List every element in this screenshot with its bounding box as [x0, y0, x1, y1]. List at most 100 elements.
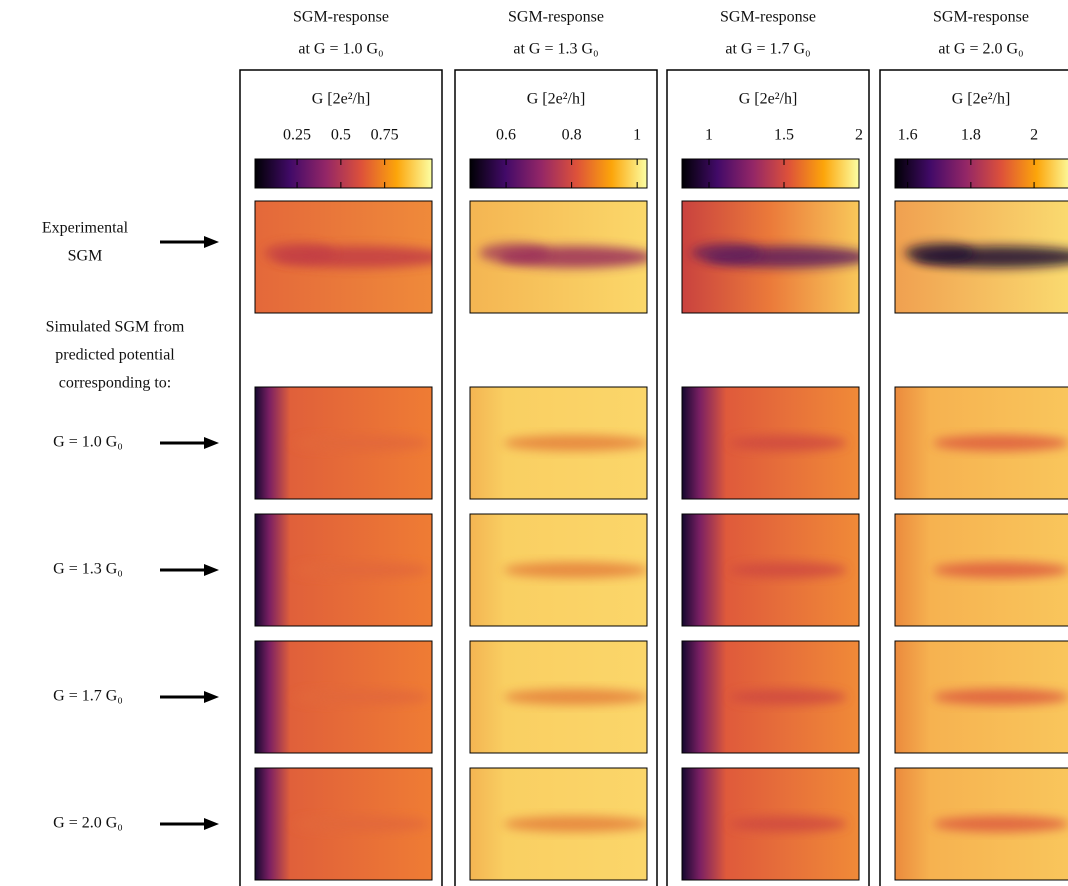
arrow-head [204, 437, 219, 449]
heatmap-frame [254, 200, 433, 314]
heatmap-frame [469, 513, 648, 627]
colorbar [254, 158, 433, 189]
colorbar-tick-label: 0.75 [371, 127, 399, 144]
row-header: Simulated SGM from [46, 319, 185, 336]
heatmap-frame [681, 200, 860, 314]
row-label: G = 1.7 G₀ [53, 688, 123, 705]
heatmap-band [729, 562, 847, 578]
column-title: SGM-response [293, 9, 389, 26]
colorbar [894, 158, 1068, 189]
heatmap-panel [895, 201, 1068, 313]
heatmap-panel [895, 514, 1068, 626]
colorbar-tick-label: 0.8 [562, 127, 582, 144]
arrow-head [204, 236, 219, 248]
colorbar-tick-label: 0.6 [496, 127, 516, 144]
heatmap-panel [255, 514, 432, 626]
row-label: Experimental [42, 220, 129, 237]
heatmap-panel [255, 768, 432, 880]
colorbar [469, 158, 648, 189]
row-header: corresponding to: [59, 375, 171, 392]
column-title: SGM-response [933, 9, 1029, 26]
colorbar-tick-label: 2 [855, 127, 863, 144]
heatmap-panel [470, 514, 647, 626]
heatmap-panel [682, 641, 859, 753]
heatmap-panel [255, 387, 432, 499]
heatmap-band [479, 243, 550, 263]
heatmap-band [503, 562, 647, 578]
heatmap-band [729, 816, 847, 832]
heatmap-panel [470, 768, 647, 880]
colorbar-label: G [2e²/h] [952, 91, 1011, 108]
colorbar-tick-label: 1.6 [898, 127, 918, 144]
heatmap-frame [681, 767, 860, 881]
colorbar-tick-label: 1 [633, 127, 641, 144]
heatmap-band [293, 562, 430, 578]
column-subtitle: at G = 1.0 G₀ [298, 41, 383, 58]
heatmap-frame [469, 767, 648, 881]
arrow-head [204, 818, 219, 830]
heatmap-frame [254, 767, 433, 881]
heatmap-panel [682, 768, 859, 880]
column-title: SGM-response [720, 9, 816, 26]
arrow-head [204, 691, 219, 703]
colorbar-tick-label: 1.8 [961, 127, 981, 144]
colorbar [681, 158, 860, 189]
row-header: predicted potential [55, 347, 175, 364]
column-frame [454, 69, 658, 886]
heatmap-frame [894, 640, 1068, 754]
heatmap-panel [470, 387, 647, 499]
colorbar-tick-label: 1 [705, 127, 713, 144]
colorbar-label: G [2e²/h] [312, 91, 371, 108]
column-frame [666, 69, 870, 886]
heatmap-band [933, 562, 1068, 578]
colorbar-label: G [2e²/h] [739, 91, 798, 108]
heatmap-frame [681, 640, 860, 754]
colorbar-label: G [2e²/h] [527, 91, 586, 108]
heatmap-panel [255, 201, 432, 313]
colorbar-tick-label: 0.5 [331, 127, 351, 144]
heatmap-frame [254, 513, 433, 627]
column-title: SGM-response [508, 9, 604, 26]
colorbar-tick-label: 1.5 [774, 127, 794, 144]
heatmap-band [933, 816, 1068, 832]
heatmap-band [293, 689, 430, 705]
column-frame [239, 69, 443, 886]
heatmap-frame [894, 513, 1068, 627]
heatmap-frame [894, 767, 1068, 881]
heatmap-panel [682, 387, 859, 499]
arrow-head [204, 564, 219, 576]
heatmap-band [503, 689, 647, 705]
row-label: G = 2.0 G₀ [53, 815, 123, 832]
heatmap-frame [681, 513, 860, 627]
heatmap-band [293, 816, 430, 832]
heatmap-panel [470, 201, 647, 313]
heatmap-panel [895, 387, 1068, 499]
heatmap-panel [470, 641, 647, 753]
heatmap-frame [254, 386, 433, 500]
heatmap-panel [255, 641, 432, 753]
heatmap-frame [681, 386, 860, 500]
heatmap-frame [469, 640, 648, 754]
heatmap-panel [682, 514, 859, 626]
heatmap-band [729, 435, 847, 451]
column-subtitle: at G = 1.7 G₀ [725, 41, 810, 58]
heatmap-band [503, 816, 647, 832]
row-label: G = 1.3 G₀ [53, 561, 123, 578]
heatmap-band [933, 435, 1068, 451]
column-subtitle: at G = 2.0 G₀ [938, 41, 1023, 58]
heatmap-band [691, 243, 762, 263]
heatmap-band [904, 243, 975, 263]
row-label: G = 1.0 G₀ [53, 434, 123, 451]
column-subtitle: at G = 1.3 G₀ [513, 41, 598, 58]
row-label: SGM [68, 248, 103, 265]
heatmap-band [933, 689, 1068, 705]
heatmap-band [729, 689, 847, 705]
heatmap-frame [894, 386, 1068, 500]
heatmap-panel [895, 641, 1068, 753]
heatmap-panel [895, 768, 1068, 880]
heatmap-frame [254, 640, 433, 754]
heatmap-band [503, 435, 647, 451]
heatmap-frame [469, 386, 648, 500]
heatmap-panel [682, 201, 859, 313]
